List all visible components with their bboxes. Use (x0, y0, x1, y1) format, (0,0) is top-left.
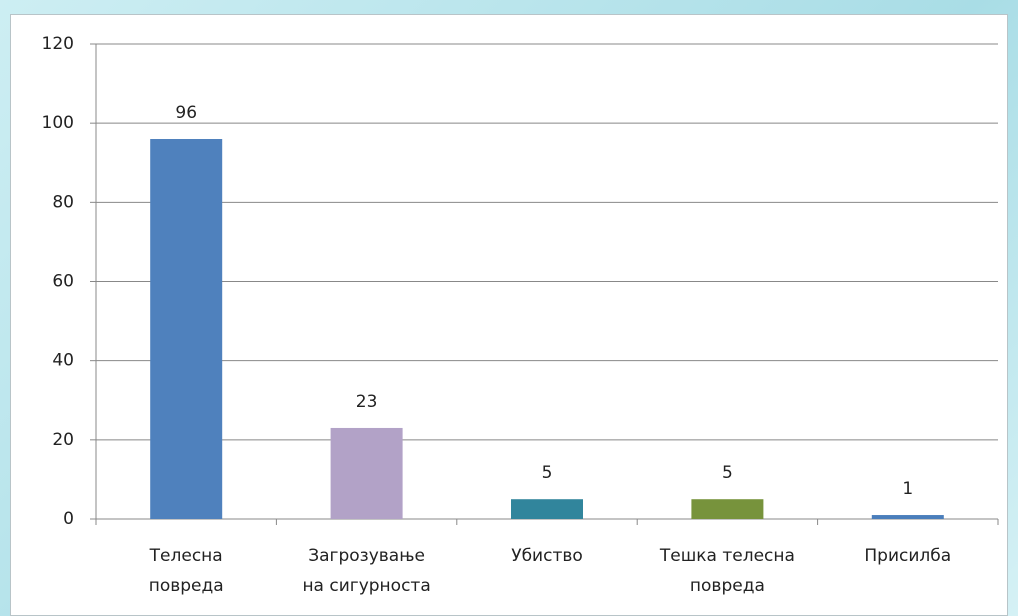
bar (871, 515, 944, 519)
data-label: 5 (722, 463, 733, 483)
x-tick-label: Загрозување на сигурноста (302, 546, 431, 596)
data-label: 96 (175, 103, 197, 123)
bar (150, 139, 223, 519)
x-tick-label: Присилба (864, 546, 952, 566)
x-tick-label: Телесна повреда (148, 546, 224, 596)
data-label: 23 (356, 392, 378, 412)
y-tick-label: 100 (42, 113, 74, 133)
y-tick-label: 40 (52, 351, 74, 371)
x-tick-label: Тешка телесна повреда (659, 546, 795, 596)
x-tick-label: Убиство (511, 546, 583, 566)
bar (511, 499, 583, 519)
y-tick-label: 0 (63, 509, 74, 529)
bar (330, 427, 403, 519)
bar (691, 499, 764, 519)
data-label: 5 (542, 463, 553, 483)
y-tick-label: 20 (52, 430, 74, 450)
y-tick-label: 80 (52, 192, 74, 212)
y-tick-label: 60 (52, 272, 74, 292)
data-label: 1 (902, 479, 913, 499)
y-tick-label: 120 (42, 34, 74, 54)
